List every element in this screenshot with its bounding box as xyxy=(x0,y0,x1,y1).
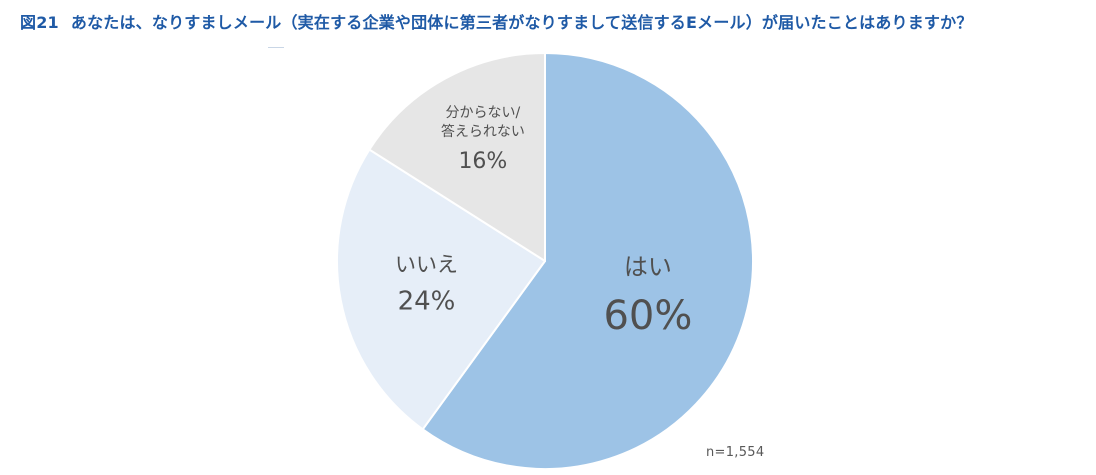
slice-value-1: 60% xyxy=(603,293,692,339)
slice-label-3: 分からない/答えられない xyxy=(441,105,525,140)
decorative-line xyxy=(268,47,284,48)
figure-number: 図21 xyxy=(20,13,59,32)
pie-slice-1 xyxy=(421,52,754,470)
chart-title: 図21 あなたは、なりすましメール（実在する企業や団体に第三者がなりすまして送信す… xyxy=(20,9,973,33)
slice-value-3: 16% xyxy=(458,149,507,174)
pie-slice-2 xyxy=(336,148,546,431)
question-text: あなたは、なりすましメール（実在する企業や団体に第三者がなりすまして送信するEメ… xyxy=(70,13,973,32)
pie-labels: はい 60% いいえ 24% 分からない/答えられない 16% xyxy=(395,105,692,339)
slice-value-2: 24% xyxy=(398,286,456,316)
pie-slice-3 xyxy=(368,52,546,262)
slice-label-1: はい xyxy=(624,253,672,281)
sample-size-note: n=1,554 xyxy=(706,445,765,460)
slice-label-2: いいえ xyxy=(395,252,458,276)
pie-slices xyxy=(336,52,754,470)
